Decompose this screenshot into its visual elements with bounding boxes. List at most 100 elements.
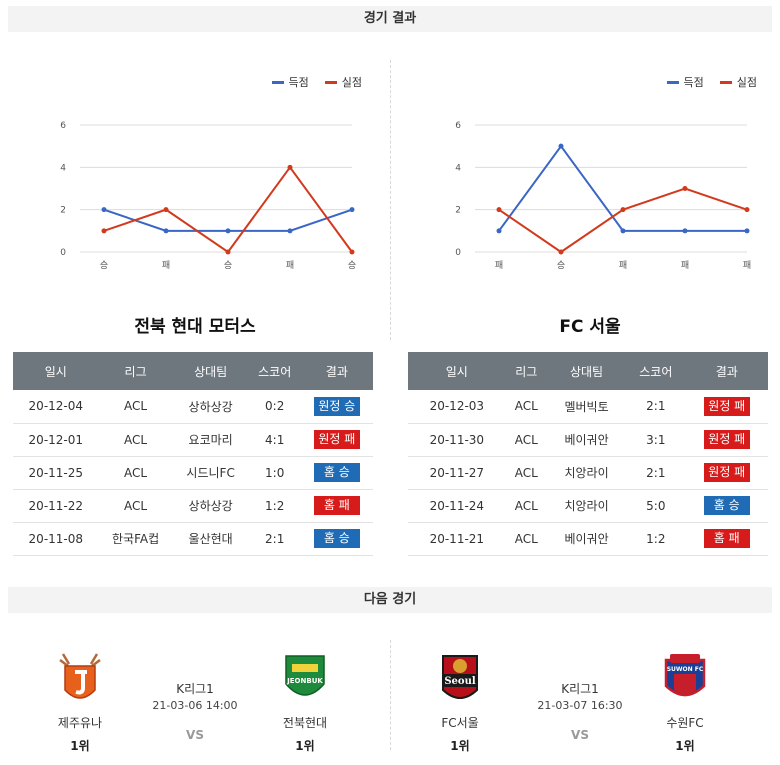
data-point[interactable] xyxy=(101,228,107,234)
data-point[interactable] xyxy=(558,249,564,255)
data-point[interactable] xyxy=(101,207,107,213)
table-row[interactable]: 20-11-27 ACL 치앙라이 2:1 원정 패 xyxy=(408,456,768,490)
column-header: 상대팀 xyxy=(546,352,627,390)
cell-score: 1:2 xyxy=(626,522,686,556)
cell-opponent: 요코마리 xyxy=(172,423,249,457)
result-badge: 홈 패 xyxy=(313,496,360,515)
legend-swatch-scored xyxy=(271,80,284,84)
cell-date: 20-11-30 xyxy=(408,423,506,457)
cell-date: 20-11-24 xyxy=(408,489,506,523)
data-point[interactable] xyxy=(682,186,688,191)
data-point[interactable] xyxy=(682,228,688,234)
data-point[interactable] xyxy=(620,207,626,213)
table-row[interactable]: 20-12-03 ACL 멜버빅토 2:1 원정 패 xyxy=(408,390,768,424)
cell-date: 20-12-04 xyxy=(13,390,99,424)
cell-result: 원정 승 xyxy=(300,390,373,424)
data-point[interactable] xyxy=(287,164,293,170)
data-point[interactable] xyxy=(163,228,169,234)
data-point[interactable] xyxy=(163,207,169,213)
table-row[interactable]: 20-11-25 ACL 시드니FC 1:0 홈 승 xyxy=(13,456,373,490)
x-tick-label: 패 xyxy=(681,260,689,271)
legend-scored[interactable]: 득점 xyxy=(271,74,309,90)
data-point[interactable] xyxy=(620,228,626,234)
data-point[interactable] xyxy=(349,249,355,255)
cell-result: 홈 패 xyxy=(685,522,768,556)
home-club[interactable]: Seoul FC서울 1위 xyxy=(405,650,515,754)
x-tick-label: 패 xyxy=(743,260,751,271)
cell-opponent: 베이궈안 xyxy=(546,522,627,556)
cell-opponent: 멜버빅토 xyxy=(546,390,627,424)
cell-result: 원정 패 xyxy=(300,423,373,457)
cell-opponent: 시드니FC xyxy=(172,456,249,490)
legend-swatch-scored xyxy=(666,80,679,84)
data-point[interactable] xyxy=(496,228,502,234)
x-tick-label: 패 xyxy=(495,260,503,271)
result-badge: 홈 승 xyxy=(313,463,360,482)
data-point[interactable] xyxy=(496,207,502,213)
data-point[interactable] xyxy=(558,143,564,149)
data-point[interactable] xyxy=(225,249,231,255)
cell-score: 5:0 xyxy=(626,489,686,523)
suwon-logo-icon: SUWON FC xyxy=(664,654,706,697)
away-club[interactable]: SUWON FC 수원FC 1위 xyxy=(630,650,740,754)
y-tick-label: 4 xyxy=(60,163,66,173)
cell-score: 1:2 xyxy=(248,489,301,523)
results-table-jeonbuk: 일시 리그 상대팀 스코어 결과 20-12-04 ACL 상하상강 0:2 원정 승 20-12… xyxy=(13,352,373,556)
cell-opponent: 울산현대 xyxy=(172,522,249,556)
column-header: 결과 xyxy=(685,352,768,390)
line-chart-jeonbuk: 0 2 4 6 승 패 승 패 승 xyxy=(60,121,356,271)
results-section-header: 경기 결과 xyxy=(8,6,772,32)
result-badge: 원정 패 xyxy=(313,430,360,449)
team-title: 전북 현대 모터스 xyxy=(134,317,256,337)
x-tick-label: 승 xyxy=(224,260,232,271)
table-row[interactable]: 20-11-08 한국FA컵 울산현대 2:1 홈 승 xyxy=(13,522,373,556)
cell-league: ACL xyxy=(98,489,173,523)
cell-score: 2:1 xyxy=(626,390,686,424)
cell-league: ACL xyxy=(505,390,547,424)
cell-opponent: 치앙라이 xyxy=(546,489,627,523)
cell-result: 원정 패 xyxy=(685,456,768,490)
cell-date: 20-11-22 xyxy=(13,489,99,523)
match-info: K리그1 21-03-07 16:30 VS xyxy=(537,682,623,742)
cell-date: 20-11-21 xyxy=(408,522,506,556)
table-row[interactable]: 20-12-04 ACL 상하상강 0:2 원정 승 xyxy=(13,390,373,424)
x-tick-label: 패 xyxy=(286,260,294,271)
cell-date: 20-12-03 xyxy=(408,390,506,424)
next-match-card[interactable]: 제주유나 1위 K리그1 21-03-06 14:00 VS JEONBUK 전… xyxy=(10,650,380,760)
table-row[interactable]: 20-12-01 ACL 요코마리 4:1 원정 패 xyxy=(13,423,373,457)
next-match-card[interactable]: Seoul FC서울 1위 K리그1 21-03-07 16:30 VS SUW… xyxy=(395,650,765,760)
data-point[interactable] xyxy=(349,207,355,213)
cell-league: ACL xyxy=(98,390,173,424)
x-tick-label: 패 xyxy=(619,260,627,271)
result-badge: 홈 패 xyxy=(703,529,750,548)
legend-conceded[interactable]: 실점 xyxy=(324,74,362,90)
cell-opponent: 상하상강 xyxy=(172,390,249,424)
cell-opponent: 치앙라이 xyxy=(546,456,627,490)
table-row[interactable]: 20-11-22 ACL 상하상강 1:2 홈 패 xyxy=(13,489,373,523)
y-tick-label: 2 xyxy=(60,206,66,216)
table-row[interactable]: 20-11-30 ACL 베이궈안 3:1 원정 패 xyxy=(408,423,768,457)
y-tick-label: 0 xyxy=(455,248,461,258)
cell-league: ACL xyxy=(505,522,547,556)
cell-result: 원정 패 xyxy=(685,390,768,424)
data-point[interactable] xyxy=(225,228,231,234)
legend-conceded[interactable]: 실점 xyxy=(719,74,757,90)
svg-text:Seoul: Seoul xyxy=(444,676,476,687)
table-row[interactable]: 20-11-24 ACL 치앙라이 5:0 홈 승 xyxy=(408,489,768,523)
home-club[interactable]: 제주유나 1위 xyxy=(25,650,135,754)
away-club[interactable]: JEONBUK 전북현대 1위 xyxy=(250,650,360,754)
cell-result: 홈 패 xyxy=(300,489,373,523)
next-match-section-header: 다음 경기 xyxy=(8,587,772,613)
data-point[interactable] xyxy=(287,228,293,234)
data-point[interactable] xyxy=(744,228,750,234)
column-divider xyxy=(390,60,391,340)
results-table-fcseoul: 일시 리그 상대팀 스코어 결과 20-12-03 ACL 멜버빅토 2:1 원정 패 20-11… xyxy=(408,352,768,556)
legend-scored[interactable]: 득점 xyxy=(666,74,704,90)
y-tick-label: 4 xyxy=(455,163,461,173)
result-badge: 원정 승 xyxy=(313,396,360,416)
line-chart-fcseoul: 0 2 4 6 패 승 패 패 패 xyxy=(455,121,751,271)
column-header: 일시 xyxy=(13,352,99,390)
table-row[interactable]: 20-11-21 ACL 베이궈안 1:2 홈 패 xyxy=(408,522,768,556)
data-point[interactable] xyxy=(744,207,750,213)
cell-date: 20-11-27 xyxy=(408,456,506,490)
